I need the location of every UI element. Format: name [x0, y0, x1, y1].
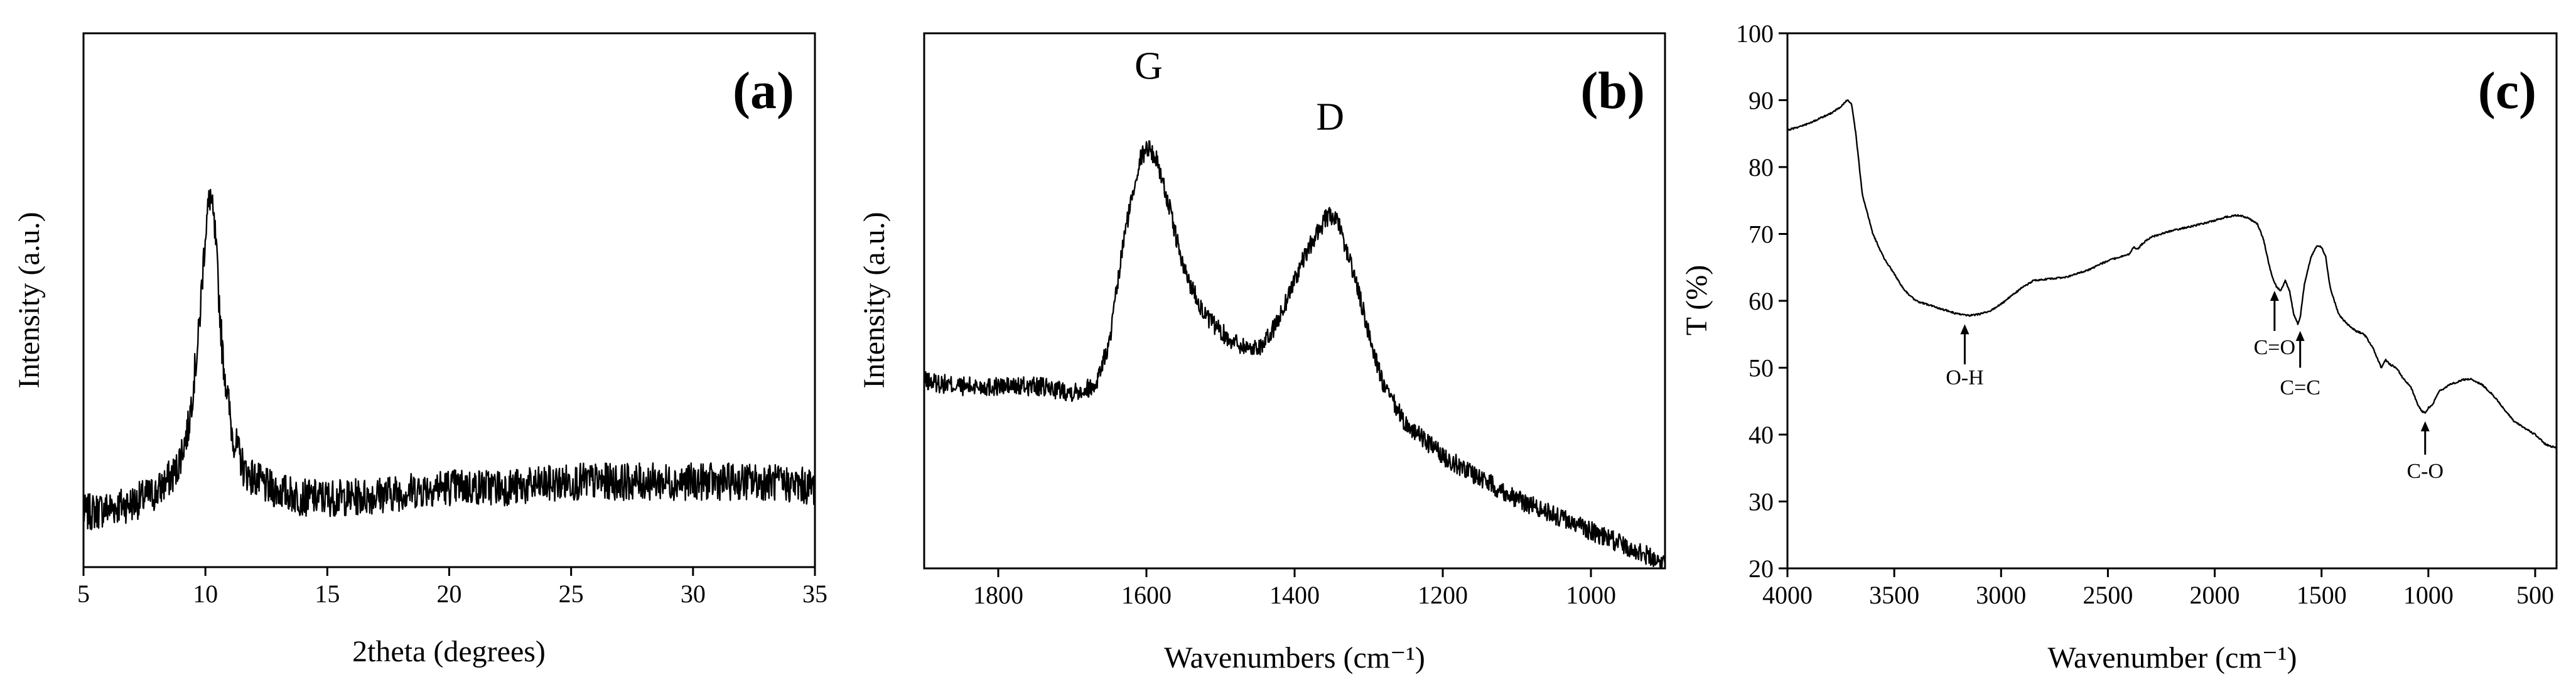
- x-tick-label: 1500: [2297, 581, 2347, 609]
- y-tick-label: 20: [1749, 555, 1774, 583]
- panel-c-ftir-chart: 4000 3500 3000 2500 2000 1500 1000 500 20 30 40 50…: [1680, 19, 2558, 675]
- x-tick-label: 25: [559, 580, 584, 608]
- annotation-arrow-head: [2270, 291, 2279, 301]
- y-tick-label: 30: [1749, 488, 1774, 516]
- panel-c-y-axis-title: T (%): [1680, 265, 1713, 335]
- x-tick-label: 2000: [2190, 581, 2240, 609]
- x-tick-label: 3500: [1869, 581, 1919, 609]
- annotation-label: C=C: [2280, 376, 2320, 399]
- panel-b-x-axis-title: Wavenumbers (cm⁻¹): [1164, 641, 1425, 675]
- y-tick-label: 100: [1736, 19, 1774, 48]
- y-tick-label: 90: [1749, 87, 1774, 115]
- panel-b-d-peak-label: D: [1316, 95, 1344, 138]
- panel-b-raman-chart: 1800 1600 1400 1200 1000 (b) G D Wavenumbers…: [858, 32, 1666, 675]
- panel-b-x-axis-ticks: 1800 1600 1400 1200 1000: [973, 568, 1616, 609]
- panel-c-ftir-series-line: [1787, 99, 2557, 450]
- annotation-arrow-head: [1960, 324, 1970, 335]
- panel-c-x-axis-title: Wavenumber (cm⁻¹): [2047, 641, 2297, 675]
- y-tick-label: 80: [1749, 153, 1774, 182]
- panel-b-y-axis-title: Intensity (a.u.): [858, 212, 891, 388]
- x-tick-label: 35: [802, 580, 827, 608]
- annotation-label: C=O: [2254, 336, 2295, 359]
- x-tick-label: 5: [77, 580, 90, 608]
- x-tick-label: 4000: [1762, 581, 1813, 609]
- panel-c-band-annotations: O-H C=O C=C C-O: [1946, 291, 2444, 483]
- annotation-arrow-head: [2420, 421, 2430, 431]
- panel-a-x-axis-title: 2theta (degrees): [352, 635, 546, 668]
- x-tick-label: 3000: [1976, 581, 2026, 609]
- panel-a-xrd-chart: 5 10 15 20 25 30 35 (a) 2theta (degrees) Inten…: [13, 32, 827, 668]
- x-tick-label: 1600: [1121, 581, 1172, 609]
- panel-b-plot-frame: [923, 32, 1666, 570]
- panel-a-xrd-series-line: [82, 188, 816, 531]
- panel-c-y-axis-ticks: 20 30 40 50 60 70 80 90 100: [1736, 19, 1787, 583]
- panel-c-x-axis-ticks: 4000 3500 3000 2500 2000 1500 1000 500: [1762, 568, 2554, 609]
- y-tick-label: 50: [1749, 354, 1774, 382]
- panel-c-plot-frame: [1786, 32, 2558, 570]
- x-tick-label: 15: [315, 580, 340, 608]
- annotation-label: C-O: [2406, 460, 2444, 483]
- panel-b-g-peak-label: G: [1134, 45, 1163, 87]
- x-tick-label: 1800: [973, 581, 1023, 609]
- x-tick-label: 1400: [1269, 581, 1320, 609]
- x-tick-label: 1000: [1566, 581, 1616, 609]
- x-tick-label: 2500: [2083, 581, 2133, 609]
- panel-b-raman-series-line: [923, 140, 1666, 569]
- panel-c-label: (c): [2478, 62, 2536, 120]
- x-tick-label: 10: [193, 580, 218, 608]
- y-tick-label: 60: [1749, 287, 1774, 315]
- x-tick-label: 30: [681, 580, 706, 608]
- x-tick-label: 500: [2516, 581, 2554, 609]
- annotation-arrow-head: [2295, 330, 2305, 341]
- x-tick-label: 20: [437, 580, 462, 608]
- panel-b-label: (b): [1580, 62, 1645, 120]
- x-tick-label: 1000: [2403, 581, 2454, 609]
- annotation-label: O-H: [1946, 366, 1983, 389]
- panel-a-y-axis-title: Intensity (a.u.): [13, 212, 46, 388]
- panel-a-x-axis-ticks: 5 10 15 20 25 30 35: [77, 567, 827, 608]
- x-tick-label: 1200: [1418, 581, 1468, 609]
- panel-a-label: (a): [733, 62, 794, 120]
- y-tick-label: 40: [1749, 421, 1774, 449]
- y-tick-label: 70: [1749, 220, 1774, 249]
